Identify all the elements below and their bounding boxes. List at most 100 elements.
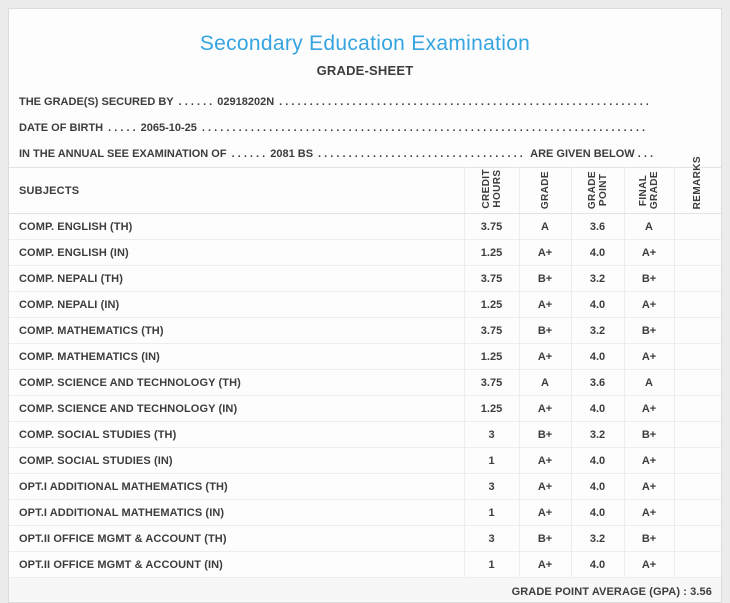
grade-point-cell: 4.0 xyxy=(570,473,624,500)
info-line-date-of-birth: DATE OF BIRTH . . . . . 2065-10-25 . . .… xyxy=(19,115,653,141)
grade-point-cell: 4.0 xyxy=(570,551,624,578)
remarks-cell xyxy=(673,291,721,318)
subject-cell: COMP. SOCIAL STUDIES (IN) xyxy=(9,447,464,474)
final-grade-cell: A+ xyxy=(623,447,674,474)
dotted-fill: . . . . . . . . . . . . . . . . . . . . … xyxy=(318,148,523,160)
grade-cell: B+ xyxy=(518,421,571,448)
final-grade-cell: B+ xyxy=(623,265,674,292)
info-line-examination-year: IN THE ANNUAL SEE EXAMINATION OF . . . .… xyxy=(19,141,653,167)
grade-cell: A xyxy=(518,369,571,396)
grade-cell: A+ xyxy=(518,499,571,526)
credit-hours-cell: 3 xyxy=(463,473,519,500)
credit-hours-cell: 3 xyxy=(463,421,519,448)
grade-cell: B+ xyxy=(518,265,571,292)
date-of-birth-value: 2065-10-25 xyxy=(140,122,197,134)
grade-cell: B+ xyxy=(518,525,571,552)
credit-hours-cell: 1 xyxy=(463,499,519,526)
credit-hours-cell: 3.75 xyxy=(463,317,519,344)
final-grade-cell: A+ xyxy=(623,343,674,370)
are-given-below-text: ARE GIVEN BELOW . . . xyxy=(530,148,653,160)
final-grade-cell: A xyxy=(623,369,674,396)
table-row: COMP. NEPALI (IN) 1.25 A+ 4.0 A+ xyxy=(9,291,721,318)
grade-cell: A+ xyxy=(518,343,571,370)
table-row: OPT.II OFFICE MGMT & ACCOUNT (IN) 1 A+ 4… xyxy=(9,551,721,578)
grade-cell: A xyxy=(518,213,571,240)
subject-cell: COMP. ENGLISH (TH) xyxy=(9,213,464,240)
column-header-grade-point: GRADE POINT xyxy=(570,167,624,214)
date-of-birth-label: DATE OF BIRTH xyxy=(19,122,104,134)
grades-secured-by-label: THE GRADE(S) SECURED BY xyxy=(19,96,174,108)
final-grade-cell: A xyxy=(623,213,674,240)
remarks-cell xyxy=(673,499,721,526)
subject-cell: OPT.II OFFICE MGMT & ACCOUNT (IN) xyxy=(9,551,464,578)
subject-cell: OPT.I ADDITIONAL MATHEMATICS (IN) xyxy=(9,499,464,526)
remarks-cell xyxy=(673,343,721,370)
remarks-cell xyxy=(673,239,721,266)
remarks-cell xyxy=(673,265,721,292)
table-row: OPT.I ADDITIONAL MATHEMATICS (IN) 1 A+ 4… xyxy=(9,499,721,526)
final-grade-cell: B+ xyxy=(623,421,674,448)
dotted-fill: . . . . . . . . . . . . . . . . . . . . … xyxy=(201,122,648,134)
remarks-cell xyxy=(673,213,721,240)
grade-cell: A+ xyxy=(518,239,571,266)
subject-cell: COMP. MATHEMATICS (IN) xyxy=(9,343,464,370)
gpa-value-text: GRADE POINT AVERAGE (GPA) : 3.56 xyxy=(511,585,712,598)
grade-table-header: SUBJECTS CREDIT HOURS GRADE GRADE POINT … xyxy=(9,156,721,214)
remarks-header-label: REMARKS xyxy=(692,155,704,209)
credit-hours-cell: 1.25 xyxy=(463,239,519,266)
credit-hours-cell: 3.75 xyxy=(463,213,519,240)
grade-point-cell: 4.0 xyxy=(570,291,624,318)
table-row: COMP. MATHEMATICS (TH) 3.75 B+ 3.2 B+ xyxy=(9,317,721,344)
grade-sheet-subtitle: GRADE-SHEET xyxy=(316,63,414,78)
grade-point-cell: 4.0 xyxy=(570,447,624,474)
grade-point-cell: 3.6 xyxy=(570,369,624,396)
examination-year-value: 2081 BS xyxy=(270,148,314,160)
final-grade-cell: A+ xyxy=(623,239,674,266)
grade-header-label: GRADE xyxy=(539,170,551,209)
dotted-separator: . . . . . . xyxy=(178,96,213,108)
credit-hours-cell: 1 xyxy=(463,551,519,578)
grade-point-cell: 3.6 xyxy=(570,213,624,240)
symbol-number-value: 02918202N xyxy=(217,96,275,108)
grade-point-cell: 3.2 xyxy=(570,317,624,344)
remarks-cell xyxy=(673,317,721,344)
column-header-final-grade: FINAL GRADE xyxy=(623,167,674,214)
grade-cell: A+ xyxy=(518,447,571,474)
remarks-cell xyxy=(673,421,721,448)
final-grade-cell: A+ xyxy=(623,551,674,578)
subject-cell: COMP. SOCIAL STUDIES (TH) xyxy=(9,421,464,448)
info-line-grades-secured-by: THE GRADE(S) SECURED BY . . . . . . 0291… xyxy=(19,89,653,115)
credit-hours-cell: 1.25 xyxy=(463,395,519,422)
subject-cell: COMP. SCIENCE AND TECHNOLOGY (IN) xyxy=(9,395,464,422)
subject-cell: COMP. ENGLISH (IN) xyxy=(9,239,464,266)
final-grade-cell: A+ xyxy=(623,291,674,318)
grade-point-cell: 4.0 xyxy=(570,395,624,422)
remarks-cell xyxy=(673,525,721,552)
grade-cell: A+ xyxy=(518,473,571,500)
grade-table-body: COMP. ENGLISH (TH) 3.75 A 3.6 A COMP. EN… xyxy=(9,213,721,578)
table-row: COMP. SCIENCE AND TECHNOLOGY (TH) 3.75 A… xyxy=(9,369,721,396)
subject-cell: OPT.I ADDITIONAL MATHEMATICS (TH) xyxy=(9,473,464,500)
final-grade-cell: B+ xyxy=(623,525,674,552)
final-grade-cell: B+ xyxy=(623,317,674,344)
column-header-subjects: SUBJECTS xyxy=(9,167,464,214)
credit-hours-cell: 3.75 xyxy=(463,369,519,396)
table-row: COMP. ENGLISH (IN) 1.25 A+ 4.0 A+ xyxy=(9,239,721,266)
final-grade-cell: A+ xyxy=(623,395,674,422)
table-row: OPT.II OFFICE MGMT & ACCOUNT (TH) 3 B+ 3… xyxy=(9,525,721,552)
remarks-cell xyxy=(673,551,721,578)
grade-point-cell: 4.0 xyxy=(570,343,624,370)
grade-point-header-label: GRADE POINT xyxy=(586,170,609,209)
column-header-grade: GRADE xyxy=(518,167,571,214)
remarks-cell xyxy=(673,395,721,422)
credit-hours-cell: 1.25 xyxy=(463,291,519,318)
subject-cell: COMP. NEPALI (IN) xyxy=(9,291,464,318)
table-row: COMP. SOCIAL STUDIES (IN) 1 A+ 4.0 A+ xyxy=(9,447,721,474)
grade-cell: A+ xyxy=(518,551,571,578)
table-row: COMP. SCIENCE AND TECHNOLOGY (IN) 1.25 A… xyxy=(9,395,721,422)
final-grade-header-label: FINAL GRADE xyxy=(638,170,660,209)
table-row: COMP. MATHEMATICS (IN) 1.25 A+ 4.0 A+ xyxy=(9,343,721,370)
subject-cell: COMP. MATHEMATICS (TH) xyxy=(9,317,464,344)
table-row: COMP. NEPALI (TH) 3.75 B+ 3.2 B+ xyxy=(9,265,721,292)
column-header-remarks: REMARKS xyxy=(673,156,721,214)
